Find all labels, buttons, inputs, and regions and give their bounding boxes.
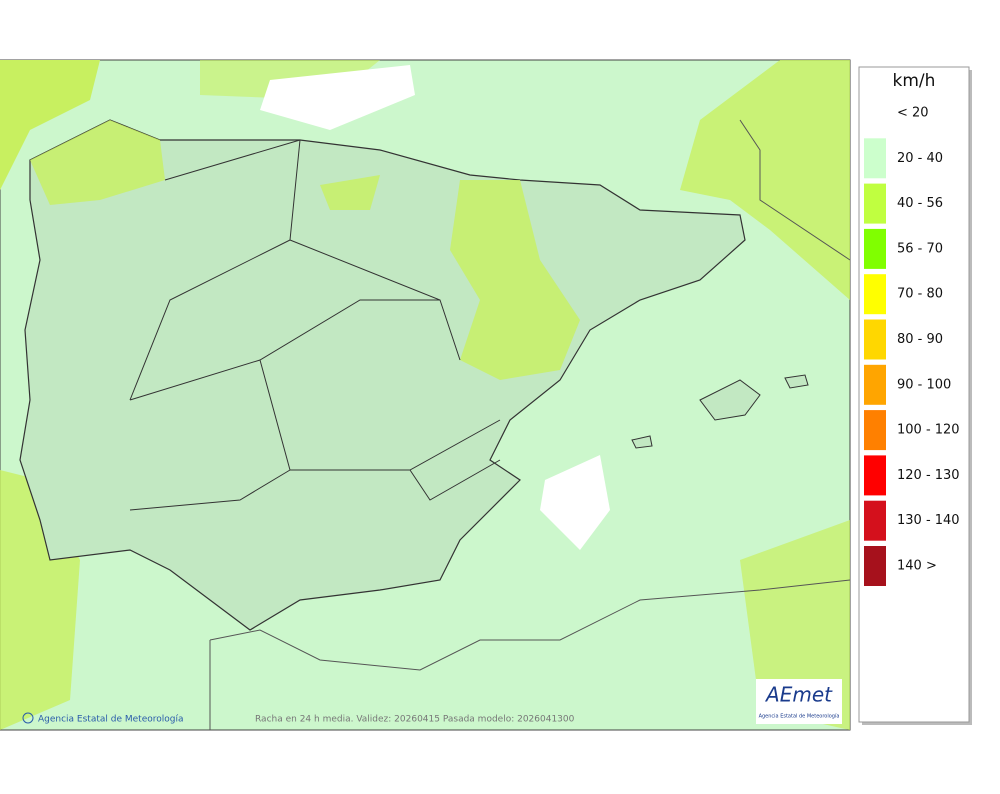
legend-label: 40 - 56 [897, 196, 943, 211]
legend-label: 20 - 40 [897, 151, 943, 166]
caption: Racha en 24 h media. Validez: 20260415 P… [255, 715, 575, 725]
legend-swatch [864, 319, 886, 360]
logo-name: AEmet [764, 683, 833, 707]
wind-zone [740, 520, 850, 730]
legend-label: 120 - 130 [897, 468, 960, 483]
legend-swatch [864, 410, 886, 451]
island [699, 379, 761, 421]
wind-zone [30, 120, 165, 205]
legend-label: 90 - 100 [897, 377, 951, 392]
legend-swatch [864, 274, 886, 315]
wind-zone [680, 60, 850, 300]
calm-zone [540, 455, 610, 550]
legend-label: 80 - 90 [897, 332, 943, 347]
border [129, 139, 501, 511]
island [631, 435, 653, 449]
map: Agencia Estatal de Meteorología Racha en… [0, 59, 851, 731]
legend-swatch [864, 183, 886, 224]
calm-zone [260, 65, 415, 130]
legend-swatch [864, 228, 886, 269]
island [784, 374, 809, 389]
legend-swatch [864, 138, 886, 179]
legend: km/h < 20 20 - 40 40 - 56 56 - 70 70 - 80 80 … [858, 66, 972, 725]
logo-subtitle: Agencia Estatal de Meteorología [759, 713, 840, 720]
legend-label: 140 > [897, 559, 937, 574]
legend-label: < 20 [897, 106, 929, 121]
wind-zone [320, 175, 380, 210]
coast [739, 119, 851, 261]
wind-zone [0, 60, 100, 190]
legend-swatch [864, 93, 886, 133]
wind-zone [450, 180, 580, 380]
credit: Agencia Estatal de Meteorología [38, 715, 184, 725]
coast [209, 579, 851, 730]
legend-label: 56 - 70 [897, 241, 943, 256]
legend-swatch [864, 546, 886, 586]
legend-label: 130 - 140 [897, 513, 960, 528]
legend-swatch [864, 364, 886, 405]
legend-title: km/h [893, 71, 936, 91]
legend-swatch [864, 500, 886, 541]
legend-label: 100 - 120 [897, 423, 960, 438]
legend-label: 70 - 80 [897, 287, 943, 302]
logo [756, 679, 842, 724]
iberia [19, 119, 746, 631]
legend-swatch [864, 455, 886, 496]
copyright-icon [22, 712, 34, 724]
